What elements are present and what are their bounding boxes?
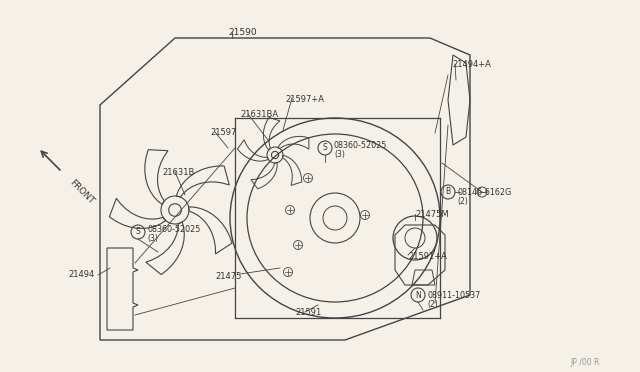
- Text: 21590: 21590: [228, 28, 257, 37]
- Text: JP /00 R: JP /00 R: [570, 358, 600, 367]
- Text: (2): (2): [457, 197, 468, 206]
- Text: 21597: 21597: [210, 128, 236, 137]
- Text: 08911-10537: 08911-10537: [427, 291, 480, 300]
- Text: S: S: [136, 228, 140, 237]
- Text: 21631BA: 21631BA: [240, 110, 278, 119]
- Text: 08360-52025: 08360-52025: [334, 141, 387, 150]
- Text: 21494: 21494: [68, 270, 94, 279]
- Text: (2): (2): [427, 300, 438, 309]
- Text: 21591: 21591: [295, 308, 321, 317]
- Text: 08360-52025: 08360-52025: [147, 224, 200, 234]
- Text: 21494+A: 21494+A: [452, 60, 491, 69]
- Text: S: S: [323, 144, 328, 153]
- Text: 08146-6162G: 08146-6162G: [457, 188, 511, 197]
- Text: 21475: 21475: [215, 272, 241, 281]
- Text: 21591+A: 21591+A: [408, 252, 447, 261]
- Text: (3): (3): [147, 234, 158, 243]
- Text: N: N: [415, 291, 421, 299]
- Text: FRONT: FRONT: [68, 178, 96, 206]
- Text: 21631B: 21631B: [162, 168, 195, 177]
- Text: B: B: [445, 187, 451, 196]
- Text: 21597+A: 21597+A: [285, 95, 324, 104]
- Text: 21475M: 21475M: [415, 210, 449, 219]
- Text: (3): (3): [334, 150, 345, 158]
